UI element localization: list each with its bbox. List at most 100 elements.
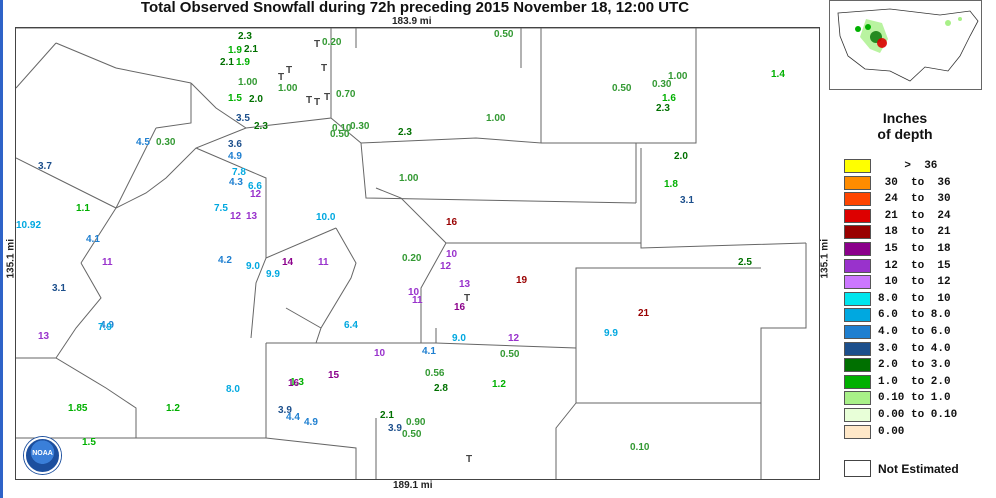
snowfall-observation: 11 — [412, 295, 423, 306]
snowfall-observation: 19 — [516, 275, 528, 286]
snowfall-observation: 1.2 — [166, 403, 180, 414]
snowfall-observation: 4.9 — [100, 320, 114, 331]
snowfall-observation: 14 — [282, 257, 294, 268]
us-overview-inset[interactable] — [829, 0, 982, 90]
snowfall-observation: 0.50 — [500, 349, 520, 360]
snowfall-observation: 10 — [374, 348, 386, 359]
snowfall-observation: 0.56 — [425, 368, 445, 379]
snowfall-observation: 2.3 — [238, 31, 252, 42]
snowfall-observation: 10.92 — [16, 220, 42, 231]
snowfall-observation: 1.1 — [76, 203, 90, 214]
snowfall-observation: 0.20 — [402, 253, 422, 264]
snowfall-observation: 0.50 — [402, 429, 422, 440]
snowfall-observation: T — [278, 72, 285, 83]
legend-swatch — [844, 208, 871, 223]
snowfall-observation: 4.1 — [422, 346, 436, 357]
snowfall-observation: 0.20 — [322, 37, 342, 48]
noaa-logo: NOAA — [24, 437, 61, 474]
not-estimated-label: Not Estimated — [878, 462, 959, 476]
snowfall-observation: T — [286, 65, 293, 76]
snowfall-observation: 9.0 — [246, 261, 260, 272]
snowfall-observation: 2.8 — [434, 383, 448, 394]
snowfall-observation: 4.9 — [304, 417, 318, 428]
snowfall-observation: 2.0 — [249, 94, 263, 105]
snowfall-observation: 4.9 — [228, 151, 242, 162]
legend-swatch — [844, 242, 871, 256]
snowfall-observation: 0.90 — [406, 417, 426, 428]
snowfall-observation: 11 — [318, 257, 329, 268]
snowfall-observation: 16 — [454, 302, 466, 313]
snowfall-observation: 21 — [638, 308, 650, 319]
snowfall-observation: 1.00 — [238, 77, 258, 88]
snowfall-observation: 1.4 — [771, 69, 785, 80]
snowfall-observation: 1.3 — [290, 377, 304, 388]
snowfall-observation: 12 — [250, 189, 262, 200]
snowfall-observation: 10.0 — [316, 212, 336, 223]
snowfall-observation: 4.2 — [218, 255, 232, 266]
snowfall-observation: 4.3 — [229, 177, 243, 188]
snowfall-observation: T — [466, 454, 473, 465]
snowfall-observation: 2.3 — [398, 127, 412, 138]
legend-label: 2.0 to 3.0 — [878, 359, 951, 372]
snowfall-observation: 0.50 — [612, 83, 632, 94]
snowfall-observation: 1.00 — [399, 173, 419, 184]
legend-label: 10 to 12 — [878, 276, 951, 289]
legend-label: 4.0 to 6.0 — [878, 326, 951, 338]
map-title: Total Observed Snowfall during 72h prece… — [140, 0, 690, 16]
snowfall-observation: 1.2 — [492, 379, 506, 390]
snowfall-observation: 3.9 — [278, 405, 292, 416]
snowfall-observation: 4.4 — [286, 412, 300, 423]
snowfall-observation: 10 — [408, 287, 420, 298]
snowfall-observation: 2.3 — [254, 121, 268, 132]
legend-label: > 36 — [878, 160, 938, 172]
legend-row: 0.10 to 1.0 — [844, 391, 984, 406]
snowfall-observation: 12 — [508, 333, 520, 344]
snowfall-observation: 0.10 — [630, 442, 650, 453]
snowfall-observation: 2.3 — [656, 103, 670, 114]
legend-title-line2: of depth — [877, 126, 933, 142]
legend-row: 30 to 36 — [844, 175, 984, 191]
legend-row: 18 to 21 — [844, 225, 984, 240]
snowfall-observation: 9.9 — [266, 269, 280, 280]
snowfall-observation: 2.0 — [674, 151, 688, 162]
snowfall-observation: 6.4 — [344, 320, 358, 331]
snowfall-observation: 6.6 — [248, 181, 262, 192]
us-inset-map — [837, 8, 979, 82]
legend-row: 21 to 24 — [844, 208, 984, 224]
legend-label: 0.00 to 0.10 — [878, 409, 958, 421]
snowfall-observation: 12 — [230, 211, 242, 222]
snowfall-observation: 16 — [446, 217, 458, 228]
snowfall-observation: 3.9 — [388, 423, 402, 434]
snowfall-observation: 9.9 — [604, 328, 618, 339]
legend-label: 30 to 36 — [878, 176, 951, 189]
legend-row: 12 to 15 — [844, 258, 984, 274]
legend-swatch — [844, 358, 871, 373]
snowfall-observation: 13 — [246, 211, 258, 222]
snowfall-observation: 3.1 — [52, 283, 66, 294]
snowfall-observation: 3.1 — [680, 195, 694, 206]
snowfall-observation: 0.30 — [652, 79, 672, 90]
legend-label: 18 to 21 — [878, 226, 951, 239]
snowfall-observation: T — [306, 95, 313, 106]
snowfall-observation: 7.5 — [214, 203, 228, 214]
snowfall-observation: 1.00 — [668, 71, 688, 82]
legend-swatch — [844, 325, 871, 339]
snowfall-observation: 1.5 — [228, 93, 242, 104]
snowfall-observation: 2.1 — [380, 410, 394, 421]
snowfall-map[interactable]: 2.3 1.9 2.1 2.1 1.9 T T 0.20 T 0.50 1.00 1.00 T T 1.5 2… — [15, 27, 820, 480]
legend-title-line1: Inches — [882, 110, 928, 126]
noaa-logo-text: NOAA — [32, 450, 53, 457]
legend-swatch — [844, 391, 871, 406]
snowfall-observation: 0.50 — [330, 129, 350, 140]
snowfall-observation: 16 — [288, 378, 300, 389]
snowfall-observation: 12 — [440, 261, 452, 272]
snowfall-observation: 2.1 — [244, 44, 258, 55]
legend-label: 8.0 to 10 — [878, 292, 951, 305]
legend-swatch — [844, 258, 871, 273]
snowfall-observation: 1.00 — [486, 113, 506, 124]
legend-label: 0.10 to 1.0 — [878, 392, 951, 405]
legend-row: 0.00 — [844, 424, 984, 440]
legend-label: 24 to 30 — [878, 193, 951, 206]
legend-row: 1.0 to 2.0 — [844, 374, 984, 390]
legend-swatch — [844, 275, 871, 290]
